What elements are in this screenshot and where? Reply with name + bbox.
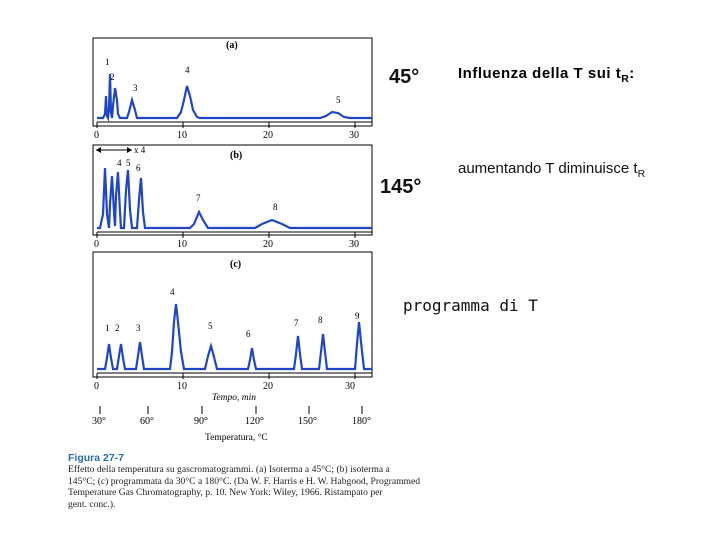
peak-label: 8 xyxy=(273,202,278,212)
panel-b-axis xyxy=(96,147,372,238)
peak-label: 4 xyxy=(185,65,190,75)
panel-b-frame xyxy=(92,144,373,236)
program-label: programma di T xyxy=(403,296,538,315)
tick-label: 10 xyxy=(177,130,187,141)
peak-label: 6 xyxy=(136,163,141,173)
temperature-b-label: 145° xyxy=(380,176,422,198)
panel-a-label: (a) xyxy=(226,40,238,51)
peak-label: 5 xyxy=(336,95,341,105)
tick-label: 10 xyxy=(177,239,187,250)
panel-a-axis xyxy=(96,121,372,128)
temperature-tick: 30° xyxy=(92,416,106,427)
caption-line: gent. conc.). xyxy=(68,498,116,510)
peak-label: 4 xyxy=(170,287,175,297)
slide-statement: aumentando T diminuisce tR xyxy=(458,160,645,180)
peak-label: 5 xyxy=(126,158,131,168)
tick-label: 20 xyxy=(263,130,273,141)
peak-label: 8 xyxy=(318,315,323,325)
panel-c-label: (c) xyxy=(230,259,242,270)
temperature-tick: 120° xyxy=(245,416,264,427)
tick-label: 10 xyxy=(177,381,187,392)
trace-b xyxy=(97,167,372,230)
temperature-axis-label: Temperatura, °C xyxy=(205,433,268,443)
attenuation-label: x 4 xyxy=(134,145,146,155)
trace-c xyxy=(97,303,372,371)
panel-b-label: (b) xyxy=(230,150,243,161)
peak-label: 2 xyxy=(110,72,115,82)
slide-title: Influenza della T sui tR: xyxy=(458,65,635,85)
panel-c-frame xyxy=(92,251,373,378)
temperature-tick: 180° xyxy=(352,416,371,427)
time-axis-label: Tempo, min xyxy=(212,393,256,403)
peak-label: 1 xyxy=(105,57,110,67)
tick-label: 0 xyxy=(94,381,99,392)
peak-label: 2 xyxy=(115,323,120,333)
tick-label: 0 xyxy=(94,130,99,141)
caption-line: 145°C; (c) programmata da 30°C a 180°C. … xyxy=(68,475,421,499)
temperature-tick: 90° xyxy=(194,416,208,427)
peak-label: 7 xyxy=(196,193,201,203)
tick-label: 0 xyxy=(94,239,99,250)
slide-title-sub: R xyxy=(621,73,630,85)
peak-label: 1 xyxy=(105,323,110,333)
trace-a xyxy=(97,73,372,122)
slide-statement-text: aumentando T diminuisce t xyxy=(458,160,638,177)
caption-line: Effetto della temperatura su gascromatog… xyxy=(68,464,390,475)
peak-label: 3 xyxy=(136,323,141,333)
caption-title: Figura 27-7 xyxy=(68,452,125,464)
tick-label: 20 xyxy=(263,381,273,392)
temperature-a-label: 45° xyxy=(389,66,420,88)
panel-c-axis xyxy=(96,372,372,379)
peak-label: 9 xyxy=(355,311,360,321)
slide-title-text: Influenza della T sui t xyxy=(458,65,622,82)
temperature-tick: 60° xyxy=(140,416,154,427)
figure-caption: Effetto della temperatura su gascromatog… xyxy=(68,464,448,510)
peak-label: 7 xyxy=(294,318,299,328)
tick-label: 30 xyxy=(349,130,359,141)
tick-label: 20 xyxy=(263,239,273,250)
peak-label: 3 xyxy=(133,83,138,93)
peak-label: 4 xyxy=(117,158,122,168)
peak-label: 5 xyxy=(208,321,213,331)
peak-label: 6 xyxy=(246,329,251,339)
tick-label: 30 xyxy=(349,239,359,250)
temperature-tick: 150° xyxy=(298,416,317,427)
slide-statement-sub: R xyxy=(637,168,646,180)
temperature-axis xyxy=(99,406,363,414)
slide-title-end: : xyxy=(629,65,635,82)
tick-label: 30 xyxy=(345,381,355,392)
panel-a-frame xyxy=(92,37,373,127)
